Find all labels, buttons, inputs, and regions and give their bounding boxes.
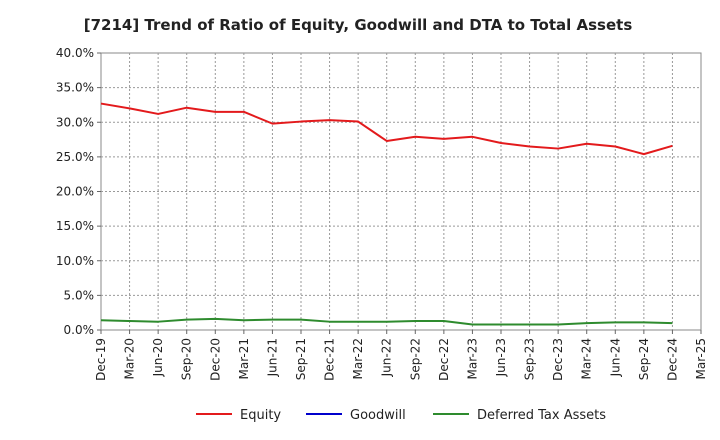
x-tick-label: Sep-24	[637, 338, 651, 380]
y-tick-label: 5.0%	[64, 288, 95, 302]
y-tick-label: 40.0%	[56, 46, 94, 60]
x-tick-label: Jun-22	[380, 338, 394, 377]
x-tick-label: Mar-23	[465, 338, 479, 379]
legend-label: Equity	[240, 408, 281, 423]
x-tick-label: Dec-19	[94, 338, 108, 381]
y-tick-label: 20.0%	[56, 185, 94, 199]
x-tick-label: Mar-22	[351, 338, 365, 379]
x-tick-label: Jun-24	[608, 338, 622, 377]
y-axis: 0.0% 5.0% 10.0% 15.0% 20.0% 25.0% 30.0% 35.0% 40…	[56, 46, 101, 337]
x-tick-label: Sep-21	[294, 338, 308, 380]
x-tick-label: Dec-20	[208, 338, 222, 381]
x-tick-label: Dec-24	[665, 338, 679, 381]
y-tick-label: 25.0%	[56, 150, 94, 164]
x-tick-label: Dec-21	[323, 338, 337, 381]
chart-title: [7214] Trend of Ratio of Equity, Goodwil…	[84, 16, 633, 34]
x-tick-label: Dec-22	[437, 338, 451, 381]
x-tick-label: Sep-22	[408, 338, 422, 380]
x-tick-label: Jun-23	[494, 338, 508, 377]
grid	[101, 53, 701, 330]
legend: Equity Goodwill Deferred Tax Assets	[196, 408, 606, 423]
x-tick-label: Dec-23	[551, 338, 565, 381]
y-tick-label: 0.0%	[64, 323, 95, 337]
y-tick-label: 30.0%	[56, 115, 94, 129]
x-tick-label: Mar-24	[580, 338, 594, 379]
series-line-deferred-tax-assets	[100, 317, 673, 326]
y-tick-label: 35.0%	[56, 81, 94, 95]
series-line-equity	[100, 102, 673, 156]
x-tick-label: Jun-20	[151, 338, 165, 377]
legend-label: Goodwill	[350, 408, 406, 423]
y-tick-label: 10.0%	[56, 254, 94, 268]
x-tick-label: Mar-20	[123, 338, 137, 379]
x-tick-label: Mar-21	[237, 338, 251, 379]
x-axis: Dec-19 Mar-20 Jun-20 Sep-20 Dec-20 Mar-21 Jun-…	[94, 330, 708, 381]
x-tick-label: Jun-21	[265, 338, 279, 377]
y-tick-label: 15.0%	[56, 219, 94, 233]
legend-label: Deferred Tax Assets	[477, 408, 606, 423]
x-tick-label: Sep-23	[523, 338, 537, 380]
series-lines	[100, 102, 673, 326]
x-tick-label: Mar-25	[694, 338, 708, 379]
x-tick-label: Sep-20	[180, 338, 194, 380]
